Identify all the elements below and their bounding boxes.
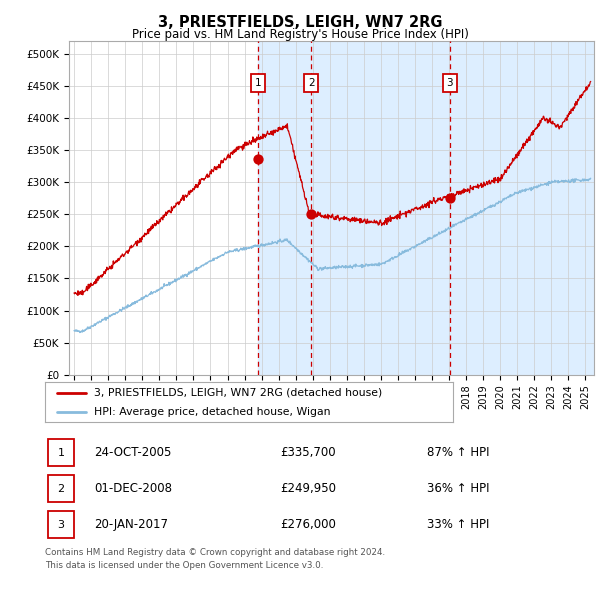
Text: Contains HM Land Registry data © Crown copyright and database right 2024.: Contains HM Land Registry data © Crown c… <box>45 548 385 556</box>
Text: This data is licensed under the Open Government Licence v3.0.: This data is licensed under the Open Gov… <box>45 560 323 569</box>
Text: 2: 2 <box>57 484 64 494</box>
Text: 3: 3 <box>58 520 64 530</box>
Point <box>307 209 316 219</box>
Text: 01-DEC-2008: 01-DEC-2008 <box>94 482 172 495</box>
FancyBboxPatch shape <box>48 511 74 538</box>
Bar <box>259 41 594 375</box>
FancyBboxPatch shape <box>48 475 74 502</box>
Text: £335,700: £335,700 <box>280 446 335 459</box>
Point <box>254 155 263 164</box>
Text: 24-OCT-2005: 24-OCT-2005 <box>94 446 172 459</box>
Text: 1: 1 <box>255 78 262 88</box>
Point <box>445 193 455 202</box>
FancyBboxPatch shape <box>48 439 74 466</box>
Text: 36% ↑ HPI: 36% ↑ HPI <box>427 482 490 495</box>
Text: 87% ↑ HPI: 87% ↑ HPI <box>427 446 490 459</box>
Text: 3: 3 <box>446 78 453 88</box>
Text: 33% ↑ HPI: 33% ↑ HPI <box>427 518 490 531</box>
Text: 3, PRIESTFIELDS, LEIGH, WN7 2RG (detached house): 3, PRIESTFIELDS, LEIGH, WN7 2RG (detache… <box>94 388 382 398</box>
Text: £249,950: £249,950 <box>280 482 336 495</box>
Text: £276,000: £276,000 <box>280 518 335 531</box>
Text: Price paid vs. HM Land Registry's House Price Index (HPI): Price paid vs. HM Land Registry's House … <box>131 28 469 41</box>
Text: 1: 1 <box>58 448 64 457</box>
Text: 20-JAN-2017: 20-JAN-2017 <box>94 518 168 531</box>
Text: 3, PRIESTFIELDS, LEIGH, WN7 2RG: 3, PRIESTFIELDS, LEIGH, WN7 2RG <box>158 15 442 30</box>
Text: 2: 2 <box>308 78 314 88</box>
Text: HPI: Average price, detached house, Wigan: HPI: Average price, detached house, Wiga… <box>94 407 331 417</box>
